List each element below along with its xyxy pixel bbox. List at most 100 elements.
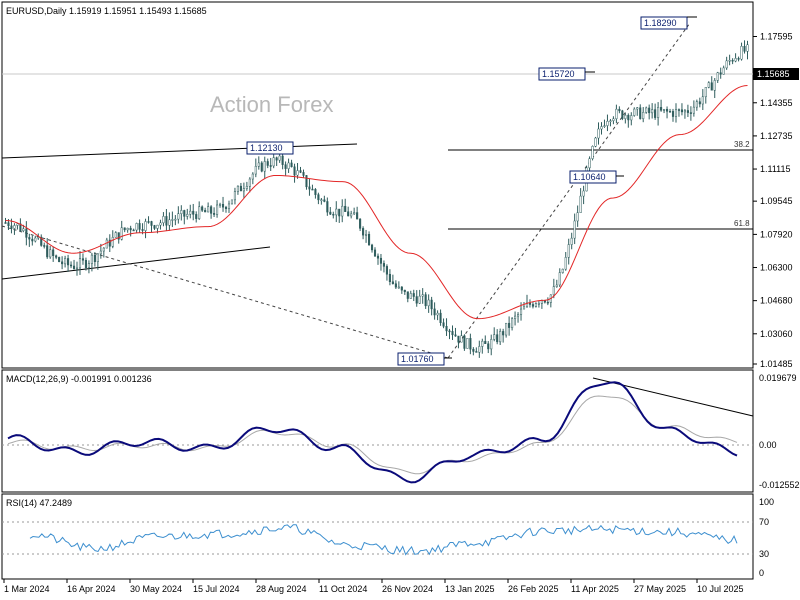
price-axis-label: 1.03060 [760, 329, 793, 339]
candle-body [490, 339, 493, 350]
candle-body [615, 108, 618, 120]
candle-body [64, 258, 67, 265]
candle-body [397, 286, 400, 289]
candle-body [290, 162, 293, 168]
candle-body [606, 121, 609, 126]
date-label: 28 Aug 2024 [256, 584, 307, 594]
candle-body [645, 107, 648, 113]
candle-body [558, 272, 561, 286]
candle-body [403, 289, 406, 292]
candle-body [478, 346, 481, 353]
candle-body [221, 203, 225, 208]
candle-body [609, 120, 612, 122]
candle-body [591, 146, 594, 159]
candle-body [335, 208, 338, 216]
candle-body [439, 312, 442, 323]
candle-body [370, 244, 374, 251]
candle-body [219, 203, 222, 206]
candle-body [117, 232, 120, 240]
candle-body [394, 283, 397, 288]
candles [4, 40, 749, 358]
candle-body [505, 322, 508, 336]
date-label: 26 Nov 2024 [382, 584, 433, 594]
rsi-axis-100: 100 [759, 497, 774, 507]
candle-body [245, 186, 248, 189]
rsi-header: RSI(14) 47.2489 [6, 498, 72, 508]
candle-body [174, 218, 177, 221]
candle-body [248, 178, 251, 187]
candle-body [531, 304, 535, 307]
candle-body [40, 236, 43, 246]
candle-body [731, 59, 734, 62]
annotation-01760: 1.01760 [397, 352, 452, 366]
candle-body [350, 213, 353, 217]
candle-body [180, 210, 183, 214]
candle-body [242, 188, 245, 192]
candle-body [55, 255, 58, 258]
candle-body [433, 308, 436, 316]
candle-body [472, 348, 475, 352]
candle-body [680, 109, 684, 113]
svg-text:1.12130: 1.12130 [250, 143, 283, 153]
candle-body [239, 185, 242, 192]
candle-body [642, 112, 645, 119]
candle-body [668, 111, 672, 113]
candle-body [630, 115, 633, 121]
rsi-axis-30: 30 [759, 549, 769, 559]
candle-body [636, 107, 639, 110]
candle-body [555, 284, 558, 287]
dotted-fib-line [447, 22, 691, 359]
candle-body [448, 330, 451, 333]
candle-body [588, 158, 591, 169]
candle-body [692, 106, 695, 114]
candle-body [743, 45, 746, 52]
candle-body [281, 155, 284, 165]
candle-body [305, 175, 308, 188]
candle-body [114, 232, 117, 238]
candle-body [332, 213, 335, 216]
candle-body [519, 308, 523, 315]
candle-body [701, 96, 704, 105]
candle-body [49, 249, 52, 258]
rsi-panel [1, 493, 754, 580]
candle-body [528, 302, 532, 305]
candle-body [716, 72, 719, 81]
candle-body [511, 318, 514, 328]
watermark: Action Forex [210, 92, 334, 117]
candle-body [666, 108, 669, 112]
candle-body [96, 253, 99, 262]
candle-body [25, 228, 28, 238]
candle-body [198, 206, 201, 219]
candle-body [388, 273, 391, 282]
macd-line [7, 381, 738, 484]
candle-body [341, 205, 344, 217]
candle-body [722, 67, 725, 75]
candle-body [740, 45, 743, 60]
candle-body [37, 236, 40, 239]
candle-body [353, 212, 356, 215]
candle-body [627, 114, 630, 121]
candle-body [677, 109, 681, 111]
candle-body [427, 299, 430, 307]
candle-body [695, 101, 698, 108]
annotation-12130: 1.12130 [246, 141, 294, 155]
candle-body [594, 137, 597, 147]
candle-body [61, 261, 64, 265]
date-label: 15 Jul 2024 [193, 584, 240, 594]
price-axis: 1.175951.158651.143551.127351.111151.095… [753, 32, 793, 369]
candle-body [368, 234, 371, 246]
candle-body [376, 255, 380, 259]
candle-body [58, 257, 61, 263]
annotation-10640: 1.10640 [569, 170, 624, 184]
candle-body [442, 322, 445, 327]
candle-body [150, 221, 153, 226]
candle-body [463, 335, 466, 349]
candle-body [224, 206, 228, 210]
candle-body [406, 291, 409, 299]
candle-body [710, 82, 713, 91]
candle-body [213, 213, 216, 215]
candle-body [135, 223, 138, 231]
candle-body [302, 172, 305, 176]
candle-body [90, 254, 93, 264]
candle-body [418, 295, 421, 304]
